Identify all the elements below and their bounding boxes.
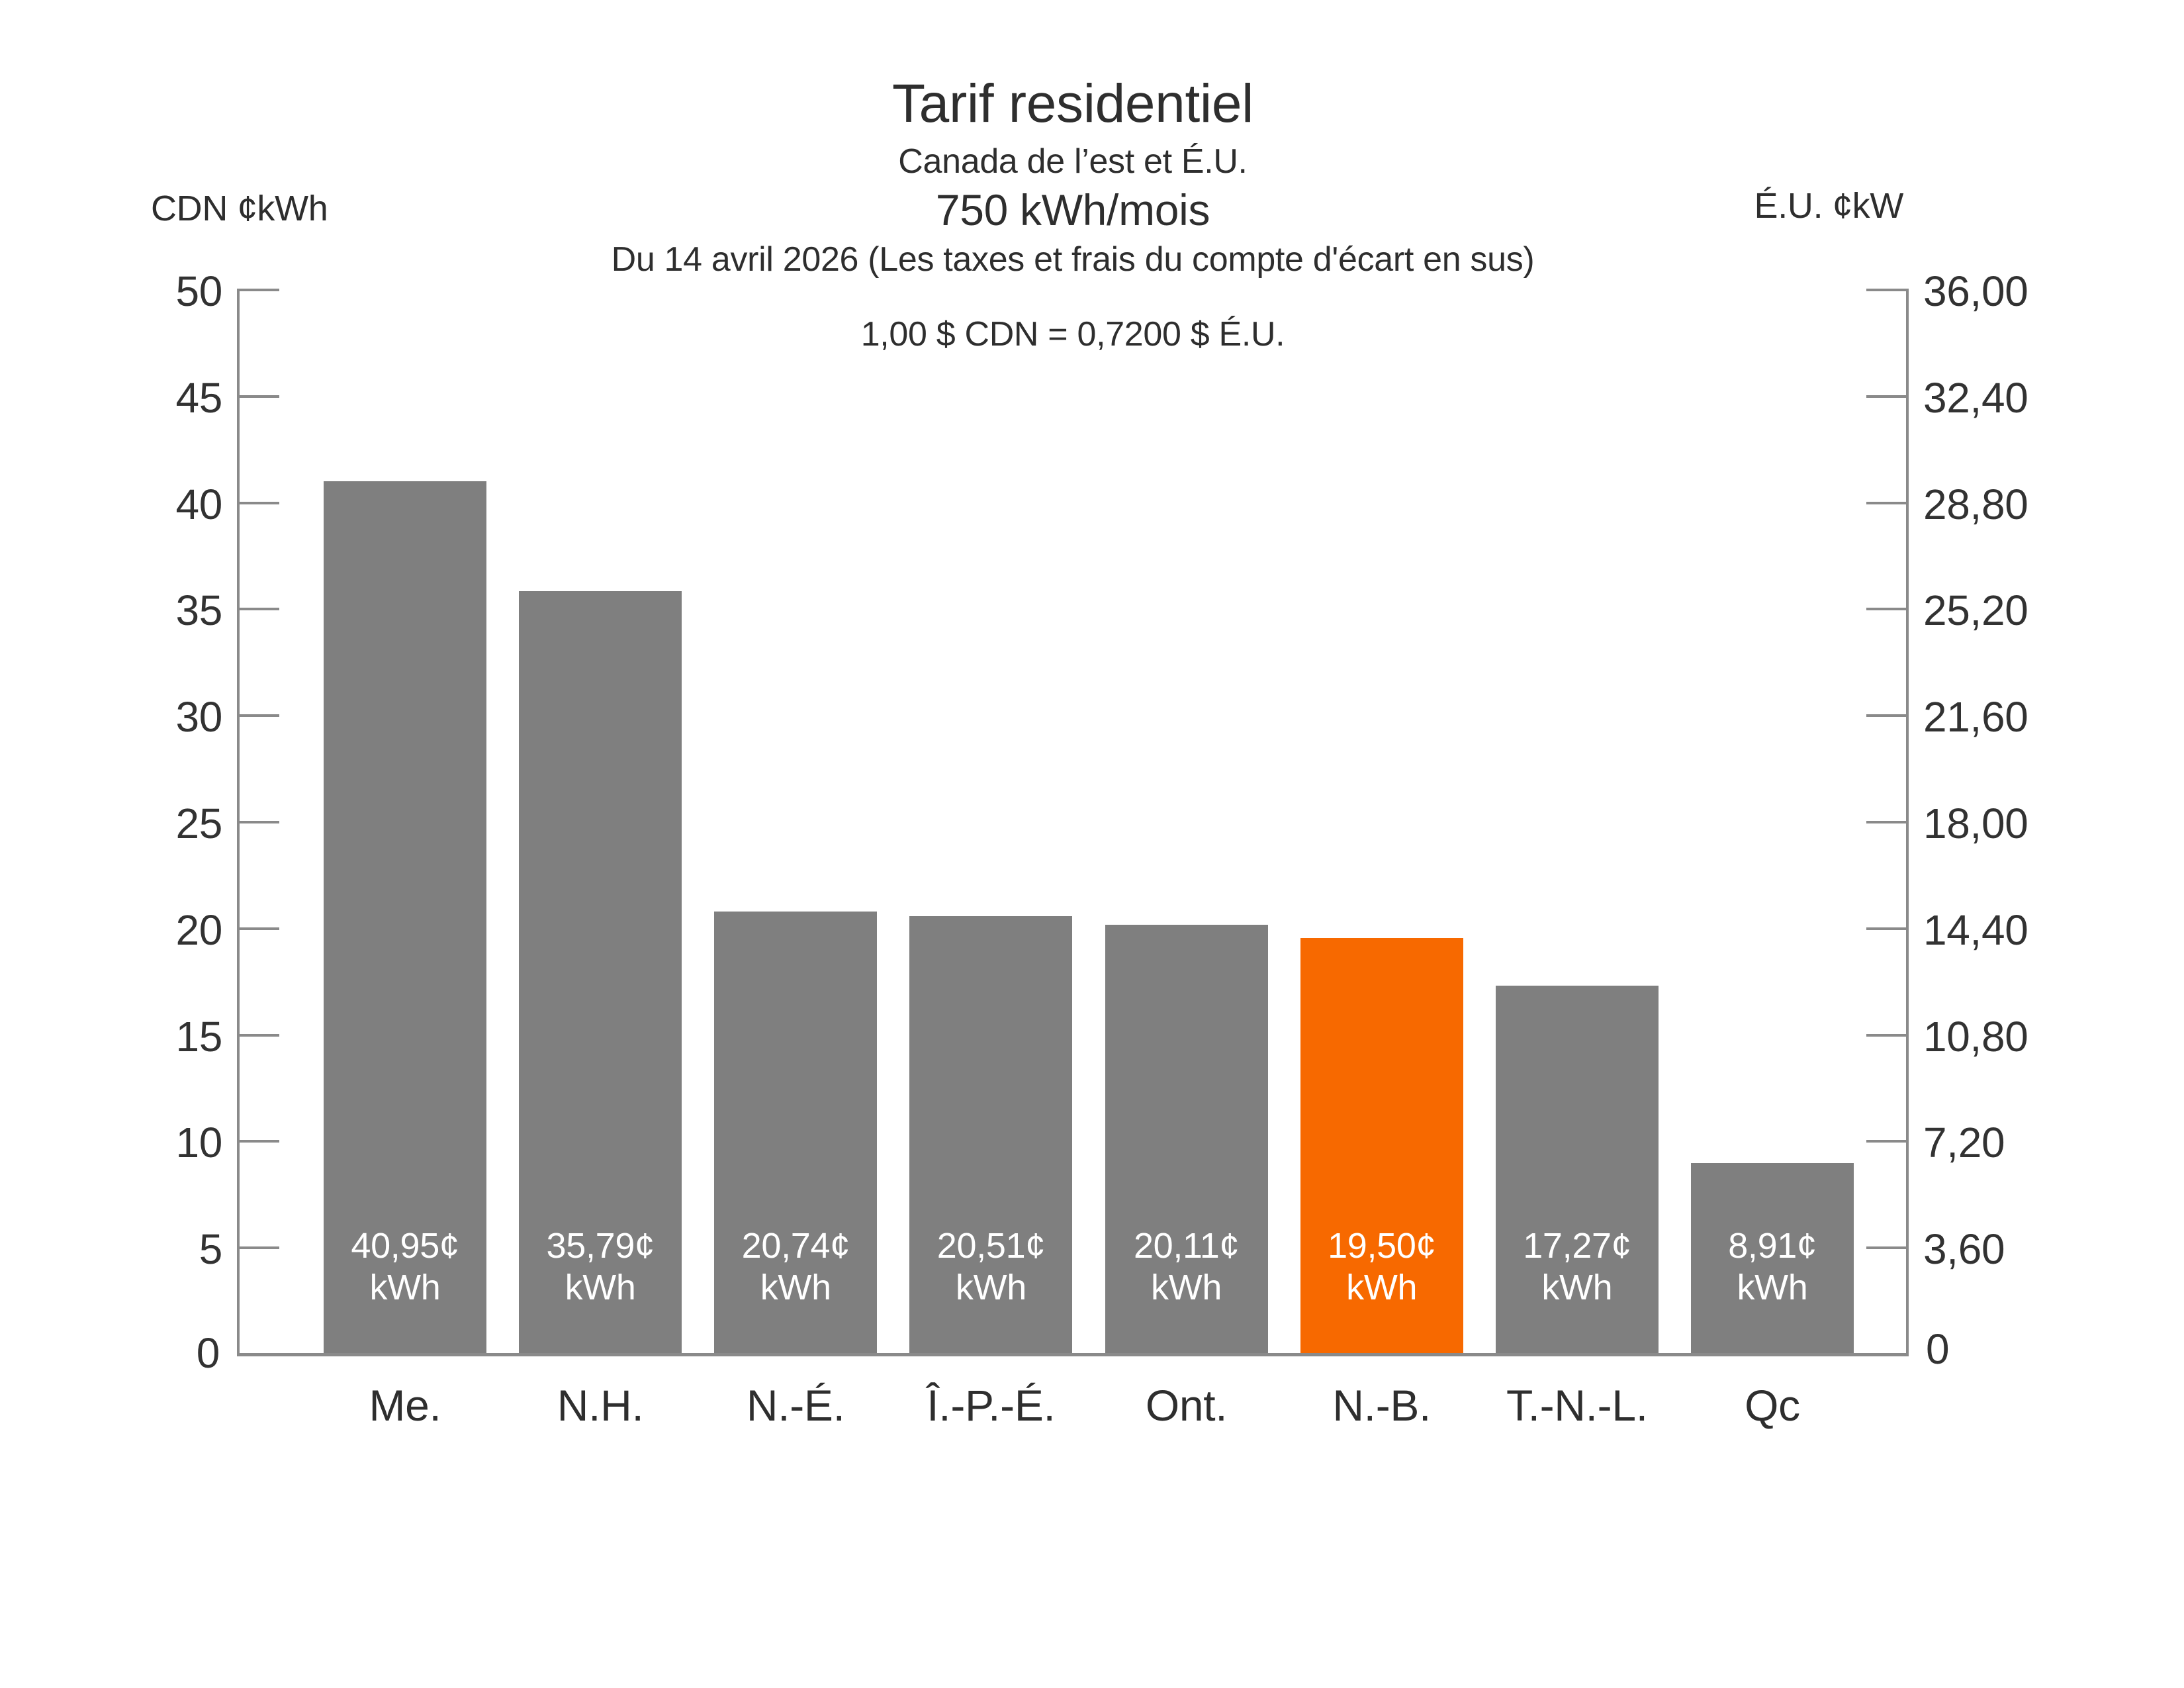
left-axis-tick: 10 xyxy=(175,1119,279,1166)
right-axis-tick: 18,00 xyxy=(1866,800,2028,847)
left-axis-tick: 45 xyxy=(175,374,279,422)
right-axis-tick: 25,20 xyxy=(1866,586,2028,634)
plot-area: 0 0 40,95¢ kWh Me. 35,79¢ kWh N.H. 20,74¢ kW… xyxy=(175,267,2028,1430)
bar-value-label: 20,11¢ kWh xyxy=(1133,1225,1240,1308)
left-axis-tick-label: 35 xyxy=(175,586,222,635)
left-axis-tick-label: 20 xyxy=(175,906,222,954)
right-axis-tick-label: 18,00 xyxy=(1923,800,2028,847)
category-label: N.H. xyxy=(557,1381,644,1430)
right-axis-tick-label: 3,60 xyxy=(1923,1225,2005,1274)
left-axis-zero-label: 0 xyxy=(196,1329,220,1377)
left-axis-tick-label: 50 xyxy=(175,267,222,315)
right-axis-tick: 7,20 xyxy=(1866,1119,2005,1166)
chart-subtitle: Canada de l’est et É.U. xyxy=(898,142,1248,181)
right-axis-tick: 36,00 xyxy=(1866,267,2028,315)
chart-title: Tarif residentiel xyxy=(891,73,1254,134)
right-axis-tick-label: 10,80 xyxy=(1923,1012,2028,1060)
right-axis-tick-label: 28,80 xyxy=(1923,480,2028,528)
left-axis-tick-label: 40 xyxy=(175,480,222,528)
left-axis-tick-label: 30 xyxy=(175,693,222,741)
right-axis-tick: 10,80 xyxy=(1866,1013,2028,1060)
left-axis-tick-label: 25 xyxy=(175,800,222,847)
category-label: Ont. xyxy=(1145,1381,1228,1430)
category-label: T.-N.-L. xyxy=(1506,1381,1648,1430)
category-label: N.-B. xyxy=(1332,1381,1432,1430)
bar-value-label: 20,74¢ kWh xyxy=(741,1225,850,1308)
right-axis-tick: 14,40 xyxy=(1866,906,2028,954)
right-axis-tick: 21,60 xyxy=(1866,693,2028,741)
consumption-line: 750 kWh/mois xyxy=(935,185,1210,235)
left-axis-tick-label: 5 xyxy=(199,1225,223,1274)
title-block: Tarif residentiel Canada de l’est et É.U… xyxy=(237,73,1909,354)
bar-Î.-P.-É.: 20,51¢ kWh Î.-P.-É. xyxy=(909,916,1073,1430)
left-axis-tick-label: 45 xyxy=(175,373,222,422)
bar-Qc: 8,91¢ kWh Qc xyxy=(1690,1163,1854,1430)
left-axis-tick: 15 xyxy=(175,1013,279,1060)
bar-Me.: 40,95¢ kWh Me. xyxy=(324,481,486,1430)
left-axis-tick: 20 xyxy=(175,906,279,954)
bar-value-label: 35,79¢ kWh xyxy=(546,1225,655,1308)
bar-T.-N.-L.: 17,27¢ kWh T.-N.-L. xyxy=(1495,985,1659,1430)
left-axis-tick: 25 xyxy=(175,800,279,847)
right-axis-zero-label: 0 xyxy=(1926,1325,1950,1374)
bar-value-label: 40,95¢ kWh xyxy=(351,1225,459,1308)
right-axis-tick-label: 14,40 xyxy=(1923,906,2028,954)
bar-N.-É.: 20,74¢ kWh N.-É. xyxy=(714,912,878,1430)
bar-value-label: 8,91¢ kWh xyxy=(1728,1225,1817,1308)
left-axis-tick: 40 xyxy=(175,481,279,528)
bar-value-label: 20,51¢ kWh xyxy=(936,1225,1046,1308)
category-label: Me. xyxy=(369,1381,441,1430)
left-axis-tick-label: 10 xyxy=(175,1119,222,1167)
right-axis-title: É.U. ¢kW xyxy=(1754,186,1904,226)
date-note: Du 14 avril 2026 (Les taxes et frais du … xyxy=(611,240,1535,279)
bar-N.H.: 35,79¢ kWh N.H. xyxy=(519,591,682,1430)
category-label: N.-É. xyxy=(746,1381,845,1430)
exchange-rate-note: 1,00 $ CDN = 0,7200 $ É.U. xyxy=(860,315,1285,354)
bars-row: 40,95¢ kWh Me. 35,79¢ kWh N.H. 20,74¢ kWh N.-… xyxy=(240,289,1906,1430)
left-axis-tick: 35 xyxy=(175,586,279,634)
bar-value-label: 17,27¢ kWh xyxy=(1523,1225,1631,1308)
category-label: Qc xyxy=(1745,1381,1800,1430)
right-axis-tick: 3,60 xyxy=(1866,1225,2005,1273)
left-axis-tick-label: 15 xyxy=(175,1012,222,1060)
category-label: Î.-P.-É. xyxy=(927,1381,1056,1430)
right-axis-tick-label: 32,40 xyxy=(1923,373,2028,422)
right-axis-tick-label: 25,20 xyxy=(1923,586,2028,635)
bar-N.-B.: 19,50¢ kWh N.-B. xyxy=(1300,937,1463,1430)
left-axis-tick: 30 xyxy=(175,693,279,741)
bar-Ont.: 20,11¢ kWh Ont. xyxy=(1105,925,1268,1430)
right-axis-tick: 32,40 xyxy=(1866,374,2028,422)
left-axis-tick: 50 xyxy=(175,267,279,315)
bar-value-label: 19,50¢ kWh xyxy=(1328,1225,1436,1308)
right-axis-tick: 28,80 xyxy=(1866,481,2028,528)
right-axis-tick-label: 21,60 xyxy=(1923,693,2028,741)
left-axis-title: CDN ¢kWh xyxy=(151,189,328,228)
right-axis-tick-label: 7,20 xyxy=(1923,1119,2005,1167)
left-axis-tick: 5 xyxy=(199,1225,279,1273)
right-axis-tick-label: 36,00 xyxy=(1923,267,2028,315)
